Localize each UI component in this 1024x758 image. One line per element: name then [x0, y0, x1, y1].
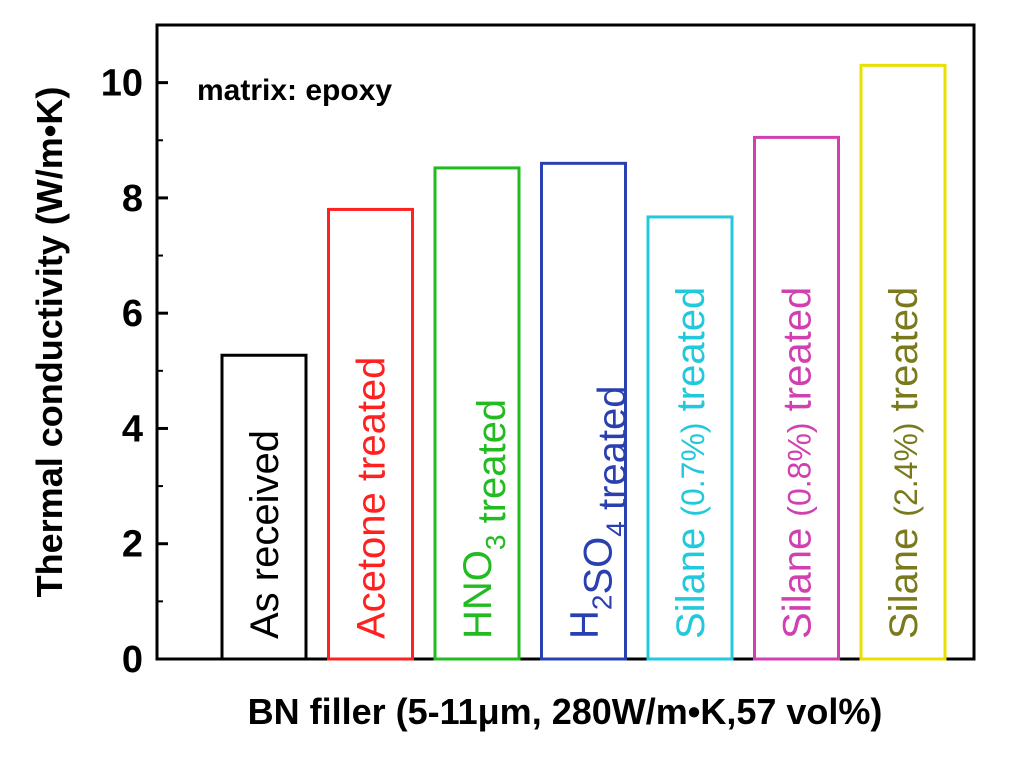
annotation-matrix: matrix: epoxy: [197, 74, 392, 107]
bar-label-5: Silane (0.8%) treated: [776, 287, 820, 639]
bar-6: [859, 63, 947, 661]
bar-labels: As received Acetone treated HNO3 treated H2…: [243, 287, 926, 639]
bar-label-4: Silane (0.7%) treated: [669, 287, 713, 639]
bar-2: [433, 166, 521, 661]
bar-label-2: HNO3 treated: [456, 399, 514, 639]
y-tick-label: 10: [101, 63, 143, 105]
bar-1: [327, 207, 414, 661]
bar-0: [220, 353, 308, 661]
bar-4: [646, 215, 734, 661]
bars: [220, 63, 947, 661]
y-tick-label: 8: [122, 178, 143, 220]
y-tick-label: 6: [122, 293, 143, 335]
bar-label-1: Acetone treated: [350, 357, 394, 639]
x-axis-title: BN filler (5-11μm, 280W/m•K,57 vol%): [248, 691, 883, 732]
y-axis-title: Thermal conductivity (W/m•K): [29, 87, 70, 598]
bar-3: [540, 161, 627, 661]
bar-label-0: As received: [243, 430, 287, 639]
y-axis-ticks: 0 2 4 6 8 10: [101, 63, 168, 681]
bar-label-3: H2SO4 treated: [563, 386, 635, 640]
y-tick-label: 2: [122, 524, 143, 566]
y-tick-label: 4: [122, 408, 143, 450]
bar-label-6: Silane (2.4%) treated: [882, 287, 926, 639]
y-tick-label: 0: [122, 639, 143, 681]
bar-5: [753, 135, 840, 661]
